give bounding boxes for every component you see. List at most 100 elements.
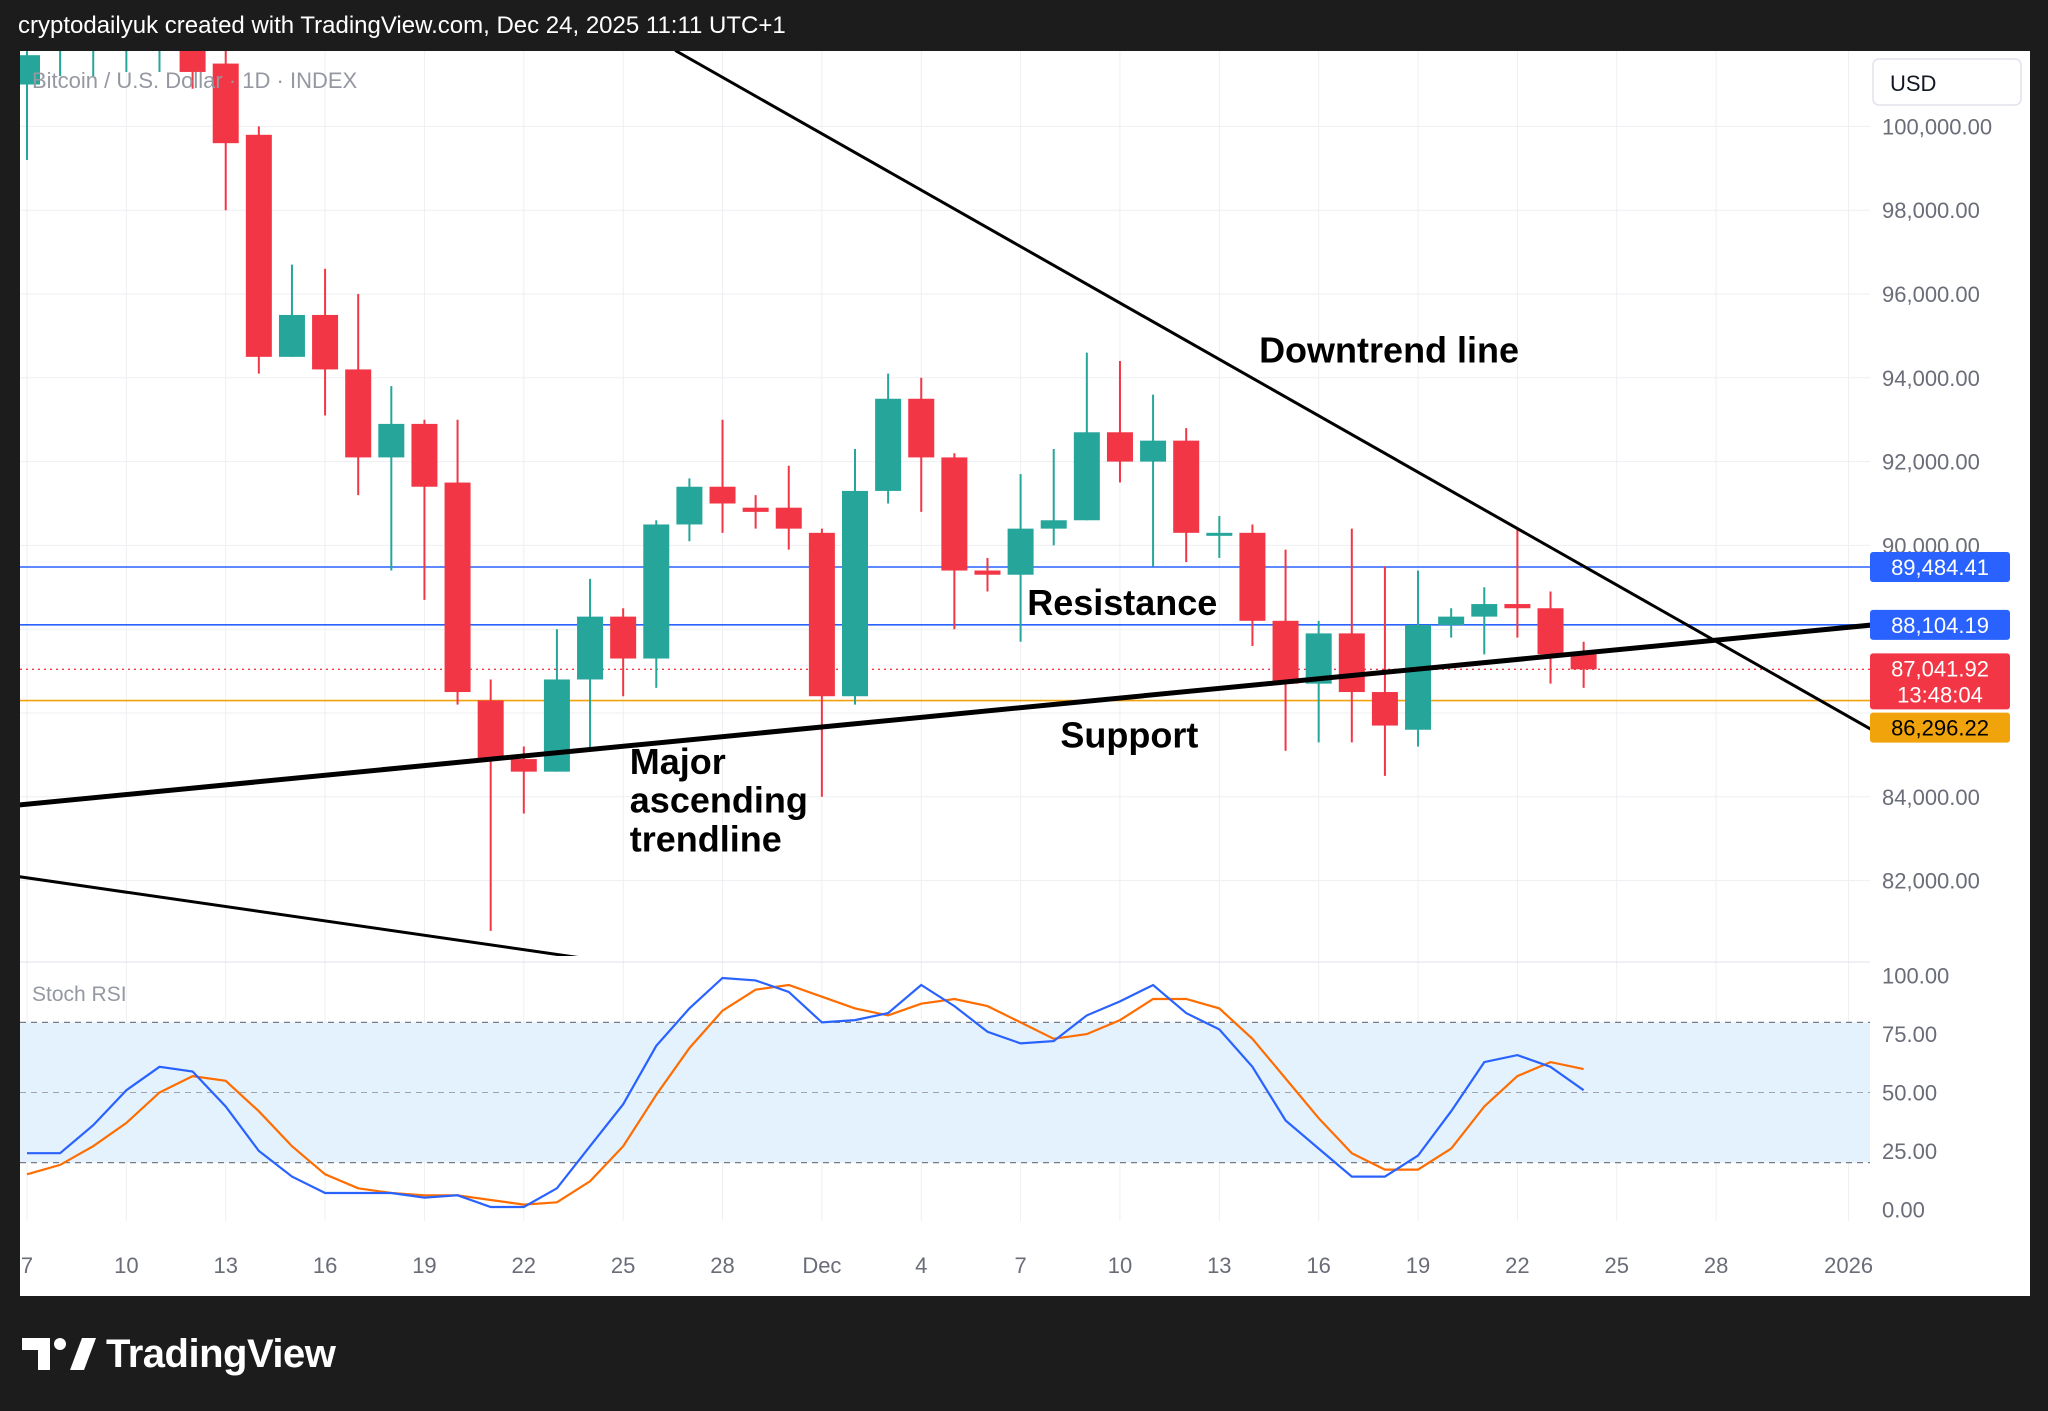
candle-body [842, 490, 868, 697]
time-axis-tick: 2026 [1824, 1253, 1873, 1278]
candle-body [1371, 692, 1398, 726]
candle-body [212, 63, 239, 144]
candle-body [709, 486, 736, 504]
candle-body [1305, 633, 1332, 684]
price-axis-tick: 82,000.00 [1882, 869, 1980, 894]
price-axis-tick: 96,000.00 [1882, 282, 1980, 307]
candle-body [345, 369, 372, 458]
stoch-rsi-label: Stoch RSI [32, 983, 127, 1006]
candle-body [808, 532, 835, 697]
time-axis-tick: 22 [512, 1253, 536, 1278]
annotation-trendline: trendline [630, 818, 782, 859]
chart-area[interactable]: Downtrend line Resistance Support Major asce… [20, 51, 2030, 1296]
candle-body [1570, 654, 1597, 670]
price-plot: Downtrend line Resistance Support Majorasce… [20, 51, 1870, 956]
stoch-axis-tick: 100.00 [1882, 964, 1949, 989]
candle-body [1537, 608, 1564, 655]
price-label-value: 88,104.19 [1891, 613, 1989, 638]
trendline-lower-line [20, 875, 579, 956]
annotation-support: Support [1060, 714, 1198, 755]
stoch-k-line [27, 976, 1585, 1209]
candle-body [378, 423, 405, 458]
annotation-ascending: ascending [630, 780, 808, 821]
trendline-major-ascending-trendline [20, 622, 1870, 808]
candle-body [1504, 604, 1531, 609]
candle-body [20, 55, 40, 85]
time-axis-tick: 19 [412, 1253, 436, 1278]
candle-body [1106, 432, 1133, 462]
candle-body [742, 507, 769, 512]
time-axis-tick: 13 [213, 1253, 237, 1278]
time-axis-tick: Dec [802, 1253, 841, 1278]
price-label-value: 87,041.92 [1891, 656, 1989, 681]
time-axis-tick: 25 [1605, 1253, 1629, 1278]
time-axis-tick: 4 [915, 1253, 927, 1278]
stoch-axis-tick: 50.00 [1882, 1081, 1937, 1106]
time-axis-tick: 25 [611, 1253, 635, 1278]
candle-body [1239, 532, 1266, 621]
candle-body [510, 759, 537, 772]
price-axis-tick: 94,000.00 [1882, 366, 1980, 391]
stoch-axis-tick: 75.00 [1882, 1022, 1937, 1047]
candle-body [974, 570, 1001, 575]
candle-body [444, 482, 471, 693]
time-axis-tick: 7 [21, 1253, 33, 1278]
candle-body [643, 524, 670, 659]
candle-body [676, 486, 703, 525]
price-label-box [1870, 552, 2010, 583]
candle-body [411, 423, 438, 487]
trendline-downtrend-line [674, 51, 1870, 731]
candle-body [1338, 633, 1365, 693]
candle-body [312, 314, 339, 370]
candle-body [1040, 520, 1067, 529]
candle-body [1405, 625, 1432, 730]
candle-body [1140, 440, 1167, 462]
time-axis-tick: 10 [1108, 1253, 1132, 1278]
candle-body [477, 700, 504, 760]
candle-body [278, 314, 305, 357]
candle-body [908, 398, 935, 458]
candlestick-chart[interactable]: Downtrend line Resistance Support Majorasce… [20, 51, 2030, 1296]
candle-body [1173, 440, 1200, 533]
tradingview-footer: TradingView [22, 1331, 336, 1376]
candle-body [610, 616, 637, 659]
candle-body [1438, 616, 1465, 626]
time-axis-tick: 7 [1014, 1253, 1026, 1278]
candle-body [1073, 432, 1100, 521]
candle-body [543, 679, 570, 772]
price-label-value: 86,296.22 [1891, 716, 1989, 741]
price-label-box [1870, 712, 2010, 743]
symbol-label: Bitcoin / U.S. Dollar · 1D · INDEX [32, 68, 358, 93]
tradingview-logo-icon [22, 1338, 96, 1370]
currency-selector [1872, 58, 2022, 106]
time-axis-tick: 28 [710, 1253, 734, 1278]
price-label-countdown: 13:48:04 [1897, 682, 1983, 707]
price-label-box [1870, 609, 2010, 640]
time-axis-tick: 22 [1505, 1253, 1529, 1278]
time-axis-tick: 16 [1306, 1253, 1330, 1278]
price-axis-tick: 92,000.00 [1882, 450, 1980, 475]
annotation-major: Major [630, 741, 726, 782]
time-axis-tick: 13 [1207, 1253, 1231, 1278]
time-axis-tick: 19 [1406, 1253, 1430, 1278]
candle-body [577, 616, 604, 680]
price-axis-tick: 84,000.00 [1882, 785, 1980, 810]
tradingview-brand: TradingView [106, 1331, 336, 1376]
candle-body [245, 134, 272, 357]
candle-body [775, 507, 802, 529]
candle-body [1206, 532, 1233, 536]
stoch-axis-tick: 0.00 [1882, 1197, 1925, 1222]
time-axis-tick: 16 [313, 1253, 337, 1278]
annotation-resistance: Resistance [1027, 582, 1217, 623]
currency-label: USD [1890, 71, 1936, 96]
candle-body [875, 398, 902, 491]
price-label-value: 89,484.41 [1891, 555, 1989, 580]
price-label-box [1870, 653, 2010, 710]
candle-body [179, 51, 206, 72]
price-axis-tick: 100,000.00 [1882, 114, 1992, 139]
time-axis-tick: 28 [1704, 1253, 1728, 1278]
price-axis-tick: 98,000.00 [1882, 198, 1980, 223]
candle-body [1272, 620, 1299, 684]
chart-attribution: cryptodailyuk created with TradingView.c… [18, 12, 786, 39]
candle-body [1007, 528, 1034, 575]
